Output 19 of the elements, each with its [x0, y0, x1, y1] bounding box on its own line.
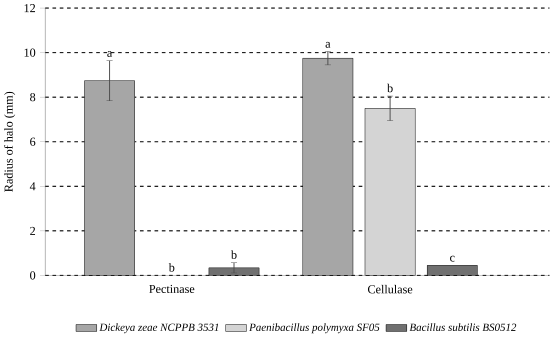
annotation: a — [107, 51, 112, 58]
annotation: a — [326, 42, 330, 48]
y-tick-label: 10 — [24, 48, 36, 57]
y-tick-label: 12 — [24, 4, 36, 12]
annotation: b — [230, 250, 237, 260]
y-tick-label: 2 — [30, 227, 36, 236]
legend-label: Bacillus subtilis BS0512 — [410, 324, 516, 332]
legend-label: Dickeya zeae NCPPB 3531 — [99, 324, 218, 334]
y-tick-label: 6 — [30, 138, 36, 146]
y-tick-label: 4 — [30, 182, 36, 191]
y-axis-title: Radius of halo (mm) — [4, 92, 16, 192]
annotation: b — [168, 263, 174, 272]
y-tick-label: 8 — [30, 93, 36, 102]
y-tick-label: 0 — [30, 272, 36, 280]
annotation: b — [387, 84, 393, 93]
legend-label: Paenibacillus polymyxa SF05 — [249, 324, 380, 334]
x-tick-label: Cellulase — [368, 285, 412, 294]
x-tick-label: Pectinase — [149, 285, 194, 294]
annotation: c — [450, 256, 455, 262]
